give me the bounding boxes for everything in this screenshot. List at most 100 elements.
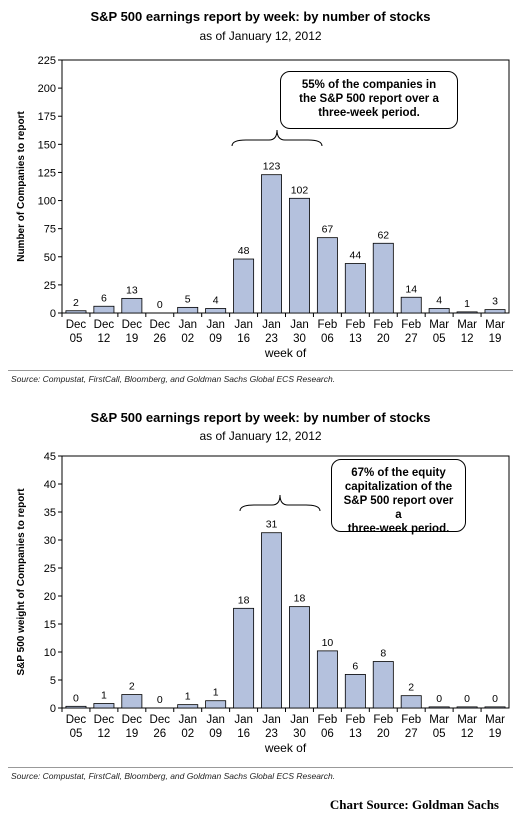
x-tick-label: 27 <box>405 333 418 345</box>
bar <box>261 532 282 709</box>
bar <box>428 308 450 314</box>
x-tick-label: Dec <box>122 714 143 726</box>
source-divider <box>8 767 513 768</box>
bar <box>400 296 422 314</box>
x-axis-label: week of <box>264 741 307 755</box>
x-tick-label: 30 <box>293 333 306 345</box>
data-label: 2 <box>129 681 135 693</box>
x-tick-label: Mar <box>457 319 477 331</box>
chart-title: S&P 500 earnings report by week: by numb… <box>90 410 431 425</box>
y-tick-label: 0 <box>50 703 56 715</box>
bar-chart-svg: 02550751001251501752002252Dec056Dec1213D… <box>16 55 510 360</box>
y-tick-label: 75 <box>44 224 56 236</box>
annotation-line: S&P 500 report over a <box>343 495 454 521</box>
bar <box>205 308 227 314</box>
x-tick-label: 30 <box>293 728 306 740</box>
x-tick-label: 20 <box>377 333 390 345</box>
x-tick-label: Jan <box>234 714 253 726</box>
bar <box>121 694 143 709</box>
y-tick-label: 225 <box>38 55 56 67</box>
x-tick-label: Dec <box>150 319 171 331</box>
y-tick-label: 25 <box>44 563 56 575</box>
annotation-line: capitalization of the <box>344 481 453 493</box>
x-tick-label: Jan <box>262 714 281 726</box>
x-tick-label: 09 <box>209 728 222 740</box>
chart-subtitle: as of January 12, 2012 <box>199 29 322 43</box>
y-tick-label: 125 <box>38 167 56 179</box>
data-label: 0 <box>436 693 442 705</box>
bar <box>65 310 87 314</box>
x-tick-label: 02 <box>181 728 194 740</box>
y-tick-label: 40 <box>44 479 56 491</box>
data-label: 31 <box>266 519 278 531</box>
x-tick-label: Feb <box>373 319 393 331</box>
bar <box>65 705 87 709</box>
x-tick-label: Jan <box>178 714 197 726</box>
x-tick-label: 12 <box>461 333 474 345</box>
y-tick-label: 20 <box>44 591 56 603</box>
x-tick-label: 12 <box>461 728 474 740</box>
bar <box>484 706 506 709</box>
y-tick-label: 35 <box>44 507 56 519</box>
bar <box>93 703 115 709</box>
data-label: 2 <box>408 682 414 694</box>
bar <box>372 242 394 314</box>
x-tick-label: 19 <box>125 333 138 345</box>
y-tick-label: 5 <box>50 675 56 687</box>
x-tick-label: Dec <box>94 714 115 726</box>
bar <box>121 297 143 314</box>
data-label: 4 <box>436 295 442 307</box>
x-tick-label: Jan <box>206 714 225 726</box>
x-tick-label: 12 <box>98 728 111 740</box>
data-label: 0 <box>157 299 163 311</box>
data-label: 123 <box>263 161 281 173</box>
x-tick-label: 02 <box>181 333 194 345</box>
x-tick-label: Mar <box>429 714 449 726</box>
x-tick-label: 23 <box>265 728 278 740</box>
annotation-line: 67% of the equity <box>351 467 446 479</box>
x-tick-label: 05 <box>70 728 83 740</box>
data-label: 62 <box>377 229 389 241</box>
bar <box>261 174 282 314</box>
y-tick-label: 200 <box>38 83 56 95</box>
chart-panel-1: S&P 500 earnings report by week: by numb… <box>0 0 521 390</box>
data-label: 6 <box>352 660 358 672</box>
x-tick-label: Feb <box>345 714 365 726</box>
x-tick-label: Mar <box>485 319 505 331</box>
x-tick-label: 23 <box>265 333 278 345</box>
x-tick-label: Dec <box>66 714 87 726</box>
y-tick-label: 15 <box>44 619 56 631</box>
data-label: 13 <box>126 284 138 296</box>
y-axis-label: S&P 500 weight of Companies to report <box>16 488 27 676</box>
data-label: 44 <box>350 250 362 262</box>
x-tick-label: Mar <box>485 714 505 726</box>
x-tick-label: Mar <box>429 319 449 331</box>
bar <box>372 661 394 709</box>
y-tick-label: 175 <box>38 111 56 123</box>
data-label: 10 <box>322 637 334 649</box>
data-label: 67 <box>322 224 334 236</box>
y-tick-label: 150 <box>38 139 56 151</box>
y-tick-label: 50 <box>44 252 56 264</box>
bar <box>233 607 255 709</box>
x-tick-label: Feb <box>317 319 337 331</box>
x-tick-label: 16 <box>237 728 250 740</box>
data-label: 1 <box>464 298 470 310</box>
x-tick-label: 06 <box>321 728 334 740</box>
data-label: 48 <box>238 245 250 257</box>
x-tick-label: 16 <box>237 333 250 345</box>
bar <box>177 306 199 314</box>
data-label: 1 <box>213 687 219 699</box>
data-label: 2 <box>73 297 79 309</box>
x-tick-label: 06 <box>321 333 334 345</box>
data-label: 18 <box>238 594 250 606</box>
bracket-brace <box>239 494 321 512</box>
bar <box>344 263 366 314</box>
bar <box>456 311 478 314</box>
data-label: 0 <box>157 694 163 706</box>
source-note: Source: Compustat, FirstCall, Bloomberg,… <box>11 771 336 781</box>
x-tick-label: 05 <box>433 333 446 345</box>
data-label: 102 <box>291 184 309 196</box>
bracket-brace <box>231 129 323 147</box>
x-tick-label: 19 <box>125 728 138 740</box>
